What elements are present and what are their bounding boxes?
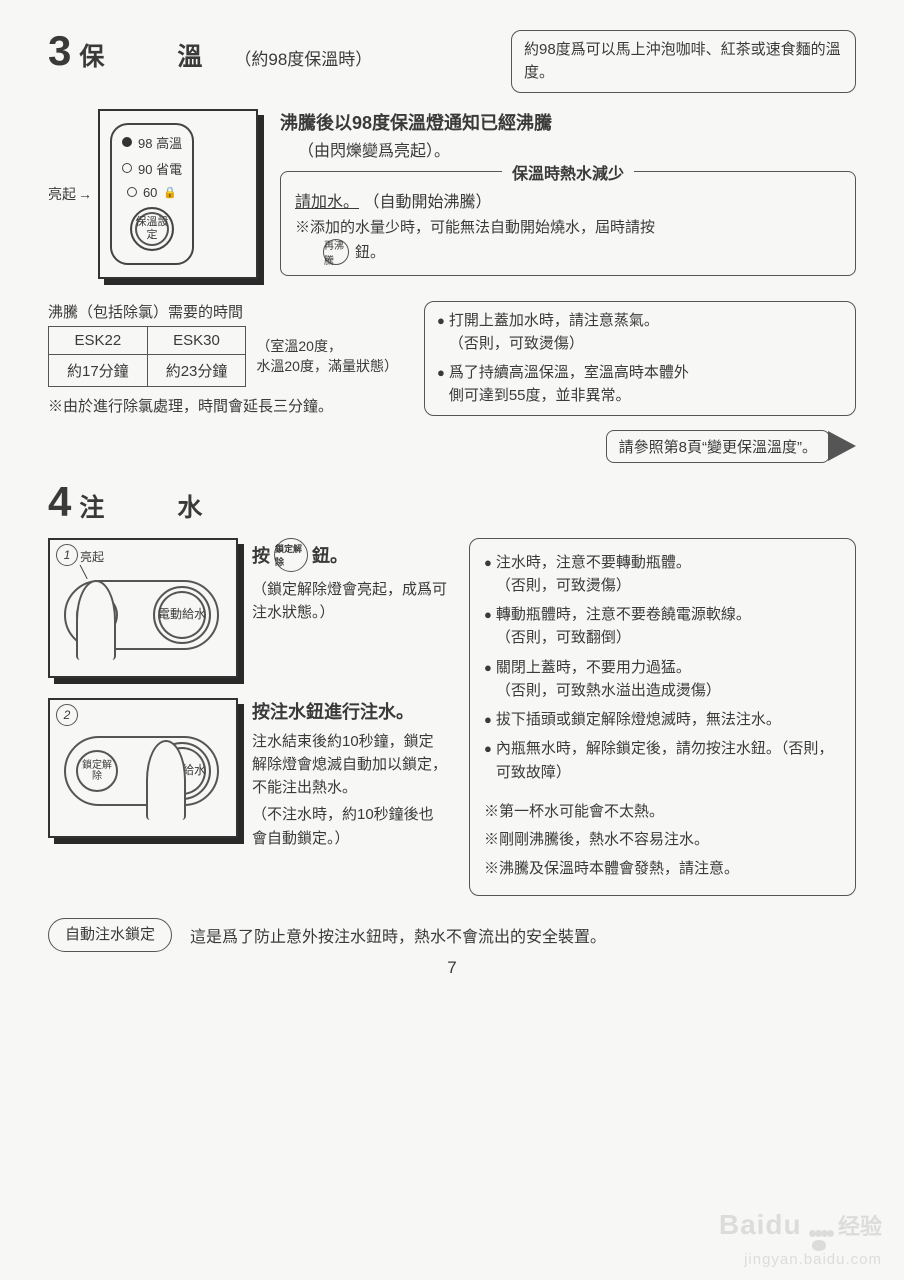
step1-detail: （鎖定解除燈會亮起，成爲可注水狀態。） xyxy=(252,578,447,625)
step1-pre: 按 xyxy=(252,542,270,568)
refill-after: 鈕。 xyxy=(355,241,385,262)
arrow-right-solid-icon xyxy=(828,431,856,461)
step2-d1: 注水結束後約10秒鐘，鎖定解除燈會熄滅自動加以鎖定，不能注出熱水。 xyxy=(252,730,447,800)
autolock-text: 這是爲了防止意外按注水鈕時，熱水不會流出的安全裝置。 xyxy=(190,923,606,947)
finger-press-icon xyxy=(76,580,116,660)
time-heading: 沸騰（包括除氯）需要的時間 xyxy=(48,301,398,322)
tbl-h1: ESK22 xyxy=(49,326,148,354)
section-4-title: 注 水 xyxy=(79,488,226,524)
step2-title: 按注水鈕進行注水。 xyxy=(252,698,447,724)
c2b: （否則，可致熱水溢出造成燙傷） xyxy=(496,682,721,699)
c2a: 關閉上蓋時，不要用力過猛。 xyxy=(496,659,691,676)
section-4: 4 注 水 1 亮起 ╲ 鎖定解除 電動給水 xyxy=(48,481,856,978)
paw-icon xyxy=(810,1224,834,1251)
tbl-c2: 約23分鐘 xyxy=(147,354,246,386)
warn-1b: （否則，可致燙傷） xyxy=(449,335,584,352)
c0a: 注水時，注意不要轉動瓶體。 xyxy=(496,554,691,571)
step-1-badge: 1 xyxy=(56,544,78,566)
extra-0: ※第一杯水可能會不太熱。 xyxy=(484,798,841,827)
autolock-label: 自動注水鎖定 xyxy=(48,918,172,951)
diag-line-icon: ╲ xyxy=(80,565,87,579)
step-1-illustration: 1 亮起 ╲ 鎖定解除 電動給水 xyxy=(48,538,238,678)
section-3-top-note: 約98度爲可以馬上沖泡咖啡、紅茶或速食麵的溫度。 xyxy=(511,30,856,93)
wm-brand-en: Baidu xyxy=(719,1209,802,1240)
dispense-button-large: 電動給水 xyxy=(153,586,211,644)
warn-2a: 爲了持續高溫保溫，室溫高時本體外 xyxy=(449,364,689,381)
time-conditions: （室溫20度， 水溫20度，滿量狀態） xyxy=(256,336,398,376)
boil-title: 沸騰後以98度保溫燈通知已經沸騰 xyxy=(280,109,856,135)
refill-legend: 保溫時熱水減少 xyxy=(502,160,634,184)
panel-row-60: 60 xyxy=(143,185,157,200)
keep-warm-button: 保溫設定 xyxy=(130,207,174,251)
section-4-number: 4 xyxy=(48,481,71,523)
section-3-subtitle: （約98度保溫時） xyxy=(234,45,372,70)
reboil-button-icon: 再沸騰 xyxy=(323,239,349,265)
refill-note: ※添加的水量少時，可能無法自動開始燒水，屆時請按 xyxy=(295,216,841,237)
section-3-title: 保 溫 xyxy=(79,37,226,73)
see-also-box: 請參照第8頁“變更保溫溫度”。 xyxy=(606,430,830,463)
extras: ※第一杯水可能會不太熱。 ※剛剛沸騰後，熱水不容易注水。 ※沸騰及保溫時本體會發… xyxy=(484,798,841,884)
panel-row-90: 90 省電 xyxy=(138,159,182,178)
led-90-icon xyxy=(122,163,132,173)
refill-cmd: 請加水。 xyxy=(295,194,359,211)
see-also-row: 請參照第8頁“變更保溫溫度”。 xyxy=(48,430,856,463)
step-2-illustration: 2 鎖定解除 電動給水 xyxy=(48,698,238,838)
extra-1: ※剛剛沸騰後，熱水不容易注水。 xyxy=(484,826,841,855)
refill-fieldset: 保溫時熱水減少 請加水。 （自動開始沸騰） ※添加的水量少時，可能無法自動開始燒… xyxy=(280,171,856,276)
lock-icon: 🔒 xyxy=(163,186,177,199)
wm-brand-cn: 经验 xyxy=(838,1214,882,1239)
warn-1a: 打開上蓋加水時，請注意蒸氣。 xyxy=(449,312,659,329)
watermark: Baidu 经验 jingyan.baidu.com xyxy=(719,1209,882,1268)
finger-press-icon-2 xyxy=(146,740,186,820)
section-4-cautions: 注水時，注意不要轉動瓶體。 （否則，可致燙傷） 轉動瓶體時，注意不要卷饒電源軟線。… xyxy=(469,538,856,897)
tbl-h2: ESK30 xyxy=(147,326,246,354)
tbl-c1: 約17分鐘 xyxy=(49,354,148,386)
boil-subtitle: （由閃爍變爲亮起）。 xyxy=(298,137,856,161)
panel-row-98: 98 高溫 xyxy=(138,133,182,152)
autolock-row: 自動注水鎖定 這是爲了防止意外按注水鈕時，熱水不會流出的安全裝置。 xyxy=(48,918,856,951)
c1a: 轉動瓶體時，注意不要卷饒電源軟線。 xyxy=(496,606,751,623)
unlock-button-small-2: 鎖定解除 xyxy=(76,750,118,792)
section-3-warnings: 打開上蓋加水時，請注意蒸氣。 （否則，可致燙傷） 爲了持續高溫保溫，室溫高時本體外… xyxy=(424,301,856,416)
page-number: 7 xyxy=(48,958,856,978)
extra-2: ※沸騰及保溫時本體會發熱，請注意。 xyxy=(484,855,841,884)
boil-time-table: ESK22ESK30 約17分鐘約23分鐘 xyxy=(48,326,246,387)
panel-illustration: 98 高溫 90 省電 60 🔒 保溫設定 xyxy=(98,109,258,279)
caution-list: 注水時，注意不要轉動瓶體。 （否則，可致燙傷） 轉動瓶體時，注意不要卷饒電源軟線。… xyxy=(484,551,841,784)
arrow-right-icon: → xyxy=(78,186,92,202)
time-footnote: ※由於進行除氯處理，時間會延長三分鐘。 xyxy=(48,395,398,416)
lit-label: 亮起 xyxy=(48,184,76,204)
unlock-button-icon: 鎖定解除 xyxy=(274,538,308,572)
section-4-heading: 4 注 水 xyxy=(48,481,856,524)
boil-time-block: 沸騰（包括除氯）需要的時間 ESK22ESK30 約17分鐘約23分鐘 （室溫2… xyxy=(48,301,398,416)
led-60-icon xyxy=(127,187,137,197)
step-2-badge: 2 xyxy=(56,704,78,726)
step1-lit: 亮起 xyxy=(80,550,104,564)
c3a: 拔下插頭或鎖定解除燈熄滅時，無法注水。 xyxy=(496,711,781,728)
section-3-number: 3 xyxy=(48,30,71,72)
step1-post: 鈕。 xyxy=(312,542,348,568)
warn-2b: 側可達到55度，並非異常。 xyxy=(449,387,631,404)
step2-d2: （不注水時，約10秒鐘後也會自動鎖定。） xyxy=(252,803,447,850)
c0b: （否則，可致燙傷） xyxy=(496,577,631,594)
c4a: 內瓶無水時，解除鎖定後，請勿按注水鈕。（否則，可致故障） xyxy=(496,740,834,780)
section-3: 3 保 溫 （約98度保溫時） 約98度爲可以馬上沖泡咖啡、紅茶或速食麵的溫度。… xyxy=(48,30,856,463)
led-98-icon xyxy=(122,137,132,147)
wm-url: jingyan.baidu.com xyxy=(719,1251,882,1268)
c1b: （否則，可致翻倒） xyxy=(496,629,631,646)
section-3-heading: 3 保 溫 （約98度保溫時） xyxy=(48,30,491,73)
refill-auto: （自動開始沸騰） xyxy=(363,194,491,211)
